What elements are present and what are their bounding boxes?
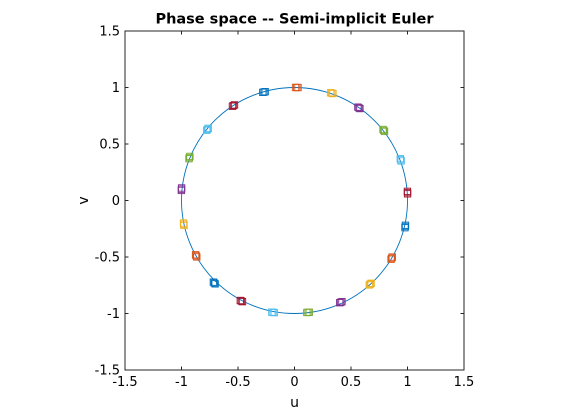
y-tick-label: 0.5	[99, 138, 120, 153]
phase-marker-square	[186, 152, 194, 161]
phase-marker	[365, 279, 375, 289]
phase-marker	[401, 221, 410, 232]
phase-marker	[326, 89, 337, 98]
phase-marker	[228, 101, 239, 110]
phase-marker-square	[326, 89, 335, 97]
phase-marker-square	[388, 253, 396, 261]
phase-marker	[303, 308, 313, 317]
phase-marker-square	[379, 125, 387, 134]
x-tick-label: -1	[175, 375, 188, 390]
phase-marker	[191, 251, 201, 261]
phase-marker-square	[210, 279, 218, 287]
phase-marker-square	[236, 296, 244, 305]
phase-marker	[336, 298, 346, 307]
phase-marker	[185, 152, 194, 163]
phase-marker-square	[354, 103, 362, 111]
phase-marker-square	[185, 153, 194, 162]
phase-marker	[209, 278, 219, 288]
phase-marker-square	[238, 298, 247, 306]
phase-marker-square	[355, 104, 363, 112]
phase-marker-square	[203, 125, 212, 133]
marker-layer	[177, 83, 412, 317]
x-tick-label: 1.5	[454, 375, 475, 390]
y-tick-label: -0.5	[95, 251, 120, 266]
phase-marker-square	[203, 126, 211, 134]
phase-marker-square	[204, 124, 212, 132]
phase-marker	[403, 187, 412, 198]
phase-marker-square	[403, 187, 412, 196]
phase-marker	[291, 83, 302, 92]
x-tick-label: -1.5	[112, 375, 137, 390]
phase-marker-square	[401, 221, 410, 229]
x-tick-label: 1	[403, 375, 411, 390]
phase-marker-square	[192, 252, 200, 260]
x-tick-label: 0.5	[341, 375, 362, 390]
phase-marker-square	[228, 102, 237, 110]
axes-box	[124, 30, 465, 371]
y-tick-label: -1.5	[95, 364, 120, 379]
phase-marker	[354, 103, 364, 113]
phase-marker-square	[336, 299, 344, 307]
x-axis-label: u	[290, 395, 299, 411]
phase-marker	[236, 296, 247, 306]
phase-marker-square	[388, 254, 396, 262]
plot-area: -1.5 -1 -0.5 0 0.5 1 1.5 -1.5 -1 -0.5 0 0.5 1 1.5	[95, 25, 475, 391]
phase-marker-square	[396, 155, 404, 163]
phase-marker-square	[366, 280, 374, 288]
phase-marker	[268, 308, 278, 317]
phase-marker-square	[209, 278, 218, 286]
x-tick-label: -0.5	[225, 375, 250, 390]
phase-marker-square	[356, 104, 364, 113]
phase-marker-square	[380, 126, 388, 135]
phase-marker-square	[193, 253, 201, 261]
phase-marker	[177, 184, 186, 195]
phase-marker-square	[185, 155, 193, 163]
phase-marker-square	[380, 127, 389, 136]
phase-marker-square	[211, 280, 219, 288]
phase-marker	[396, 155, 405, 165]
phase-marker	[259, 88, 269, 97]
phase-marker-square	[237, 297, 246, 305]
phase-marker-square	[270, 308, 278, 317]
phase-marker-square	[177, 186, 186, 195]
phase-marker-square	[180, 221, 188, 230]
phase-marker-square	[365, 281, 373, 289]
y-tick-label: 1	[112, 81, 120, 96]
chart-title: Phase space -- Semi-implicit Euler	[155, 12, 434, 28]
phase-marker-square	[230, 101, 239, 109]
phase-marker-square	[337, 298, 345, 306]
phase-marker	[179, 219, 188, 230]
y-tick-label: -1	[107, 307, 120, 322]
phase-marker	[203, 124, 212, 134]
phase-marker-square	[229, 101, 238, 110]
y-tick-label: 0	[112, 194, 120, 209]
y-axis-label: v	[76, 196, 92, 204]
phase-marker-square	[259, 88, 267, 97]
phase-marker-square	[338, 298, 346, 306]
tick-layer: -1.5 -1 -0.5 0 0.5 1 1.5 -1.5 -1 -0.5 0 0.5 1 1.5	[95, 25, 475, 391]
phase-marker-square	[387, 255, 395, 263]
phase-marker	[379, 125, 389, 136]
phase-marker-square	[191, 251, 200, 259]
phase-marker-square	[367, 279, 375, 287]
phase-marker-square	[305, 308, 313, 316]
phase-marker	[387, 253, 396, 263]
y-tick-label: 1.5	[99, 25, 120, 40]
x-tick-label: 0	[290, 375, 298, 390]
phase-marker-square	[291, 83, 300, 92]
